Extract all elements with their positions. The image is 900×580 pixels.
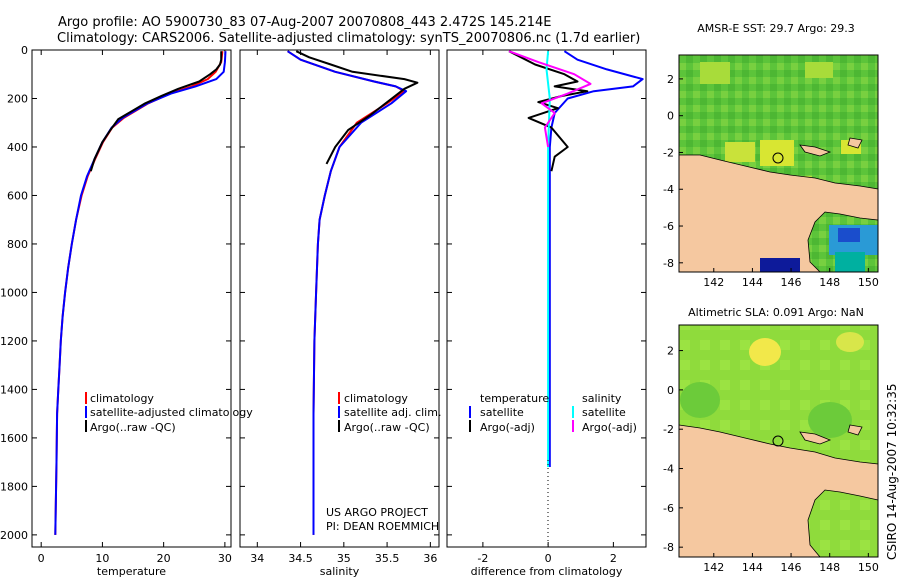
x-tick-label: 10 xyxy=(95,552,109,565)
difference-legend: temperature satellite Argo(-adj) salinit… xyxy=(469,392,637,434)
sla-map xyxy=(678,324,879,558)
series-line-satellite-adjusted-climatology xyxy=(54,51,227,535)
x-tick-label: 34.5 xyxy=(288,552,313,565)
island xyxy=(847,137,863,149)
legend-label-argo: Argo(..raw -QC) xyxy=(344,421,430,434)
map-x-tick-label: 148 xyxy=(819,561,840,574)
y-tick-label: 1600 xyxy=(0,432,28,445)
series-line-climatology xyxy=(54,51,224,535)
y-tick-label: 400 xyxy=(7,141,28,154)
figure-title-line2: Climatology: CARS2006. Satellite-adjuste… xyxy=(57,31,640,46)
profile-plots: 0 10 20 30temperature0200400600800100012001… xyxy=(0,44,646,578)
panel-2-marks: 34 34.5 35 35.5 36 salinity xyxy=(240,49,439,578)
x-tick-label: 0 xyxy=(545,552,552,565)
series-line-argo-adj xyxy=(508,50,592,148)
legend-label-climatology: climatology xyxy=(344,392,408,405)
map-y-tick-label: -4 xyxy=(663,463,674,476)
map-y-tick-label: -8 xyxy=(663,257,674,270)
y-tick-label: 200 xyxy=(7,92,28,105)
float-marker xyxy=(772,435,784,447)
map-x-tick-label: 148 xyxy=(819,276,840,289)
pi-credit: PI: DEAN ROEMMICH xyxy=(326,520,439,533)
x-tick-label: 20 xyxy=(157,552,171,565)
legend-label-argo: Argo(..raw -QC) xyxy=(90,421,176,434)
map-y-tick-label: 2 xyxy=(667,73,674,86)
series-line-climatology xyxy=(287,50,406,535)
legend-label-temp-argo: Argo(-adj) xyxy=(480,421,535,434)
map-x-tick-label: 146 xyxy=(781,561,802,574)
map-y-tick-label: 0 xyxy=(667,384,674,397)
float-marker xyxy=(772,152,784,164)
map-x-tick-label: 142 xyxy=(703,276,724,289)
sst-map-title: AMSR-E SST: 29.7 Argo: 29.3 xyxy=(697,22,855,35)
legend-label-satellite: satellite adj. clim. xyxy=(344,406,441,419)
x-tick-label: 2 xyxy=(610,552,617,565)
legend-heading-temperature: temperature xyxy=(480,392,549,405)
map-y-tick-label: 2 xyxy=(667,345,674,358)
legend-label-temp-satellite: satellite xyxy=(480,406,524,419)
map-x-tick-label: 144 xyxy=(742,561,763,574)
temperature-legend: climatology satellite-adjusted climatolo… xyxy=(85,392,253,434)
x-tick-label: 36 xyxy=(423,552,437,565)
legend-label-sal-satellite: satellite xyxy=(582,406,626,419)
map-x-tick-label: 150 xyxy=(858,276,879,289)
map-y-tick-label: -6 xyxy=(663,502,674,515)
x-axis-label: difference from climatology xyxy=(471,565,623,578)
legend-label-climatology: climatology xyxy=(90,392,154,405)
y-tick-label: 600 xyxy=(7,189,28,202)
map-x-tick-label: 144 xyxy=(742,276,763,289)
map-x-tick-label: 150 xyxy=(858,561,879,574)
y-tick-label: 1200 xyxy=(0,335,28,348)
map-y-tick-label: -6 xyxy=(663,220,674,233)
salinity-axes xyxy=(239,49,440,548)
map-y-tick-label: -8 xyxy=(663,541,674,554)
y-tick-label: 1400 xyxy=(0,383,28,396)
difference-axes xyxy=(446,49,647,548)
x-axis-label: salinity xyxy=(320,565,360,578)
y-tick-label: 2000 xyxy=(0,529,28,542)
x-tick-label: 0 xyxy=(38,552,45,565)
island xyxy=(799,144,832,157)
figure-title-line1: Argo profile: AO 5900730_83 07-Aug-2007 … xyxy=(58,15,551,30)
x-tick-label: -2 xyxy=(477,552,488,565)
panel-1-marks: 0 10 20 30 temperature 0 200 400 600 800 1000 1200 1… xyxy=(0,44,232,578)
temperature-axes xyxy=(31,49,232,548)
legend-label-sal-argo: Argo(-adj) xyxy=(582,421,637,434)
series-line-argo-raw-qc xyxy=(295,50,419,165)
y-tick-label: 0 xyxy=(21,44,28,57)
y-tick-label: 800 xyxy=(7,238,28,251)
project-credit: US ARGO PROJECT xyxy=(326,506,428,519)
map-y-tick-label: 0 xyxy=(667,110,674,123)
sst-map xyxy=(678,54,879,273)
timestamp-stamp: CSIRO 14-Aug-2007 10:32:35 xyxy=(885,384,899,560)
map-y-tick-label: -4 xyxy=(663,183,674,196)
salinity-legend: climatology satellite adj. clim. Argo(..… xyxy=(338,392,441,434)
y-tick-label: 1000 xyxy=(0,286,28,299)
legend-heading-salinity: salinity xyxy=(582,392,622,405)
series-line-argo-raw-qc xyxy=(89,51,223,172)
island xyxy=(847,424,863,436)
series-line-satellite-adj-clim xyxy=(287,50,408,535)
map-y-tick-label: -2 xyxy=(663,146,674,159)
legend-label-satellite: satellite-adjusted climatology xyxy=(90,406,253,419)
island xyxy=(799,431,832,445)
y-tick-label: 1800 xyxy=(0,480,28,493)
series-line-satellite xyxy=(548,50,644,467)
map-axis-ticks: 142 144 146 148 150 -8 -6 -4 -2 0 2 142 144 146 148 150… xyxy=(663,73,879,574)
sla-map-title: Altimetric SLA: 0.091 Argo: NaN xyxy=(688,306,864,319)
x-tick-label: 35.5 xyxy=(375,552,400,565)
x-tick-label: 34 xyxy=(250,552,264,565)
map-y-tick-label: -2 xyxy=(663,423,674,436)
x-axis-label: temperature xyxy=(97,565,166,578)
map-x-tick-label: 146 xyxy=(781,276,802,289)
x-tick-label: 35 xyxy=(337,552,351,565)
x-tick-label: 30 xyxy=(218,552,232,565)
map-x-tick-label: 142 xyxy=(703,561,724,574)
